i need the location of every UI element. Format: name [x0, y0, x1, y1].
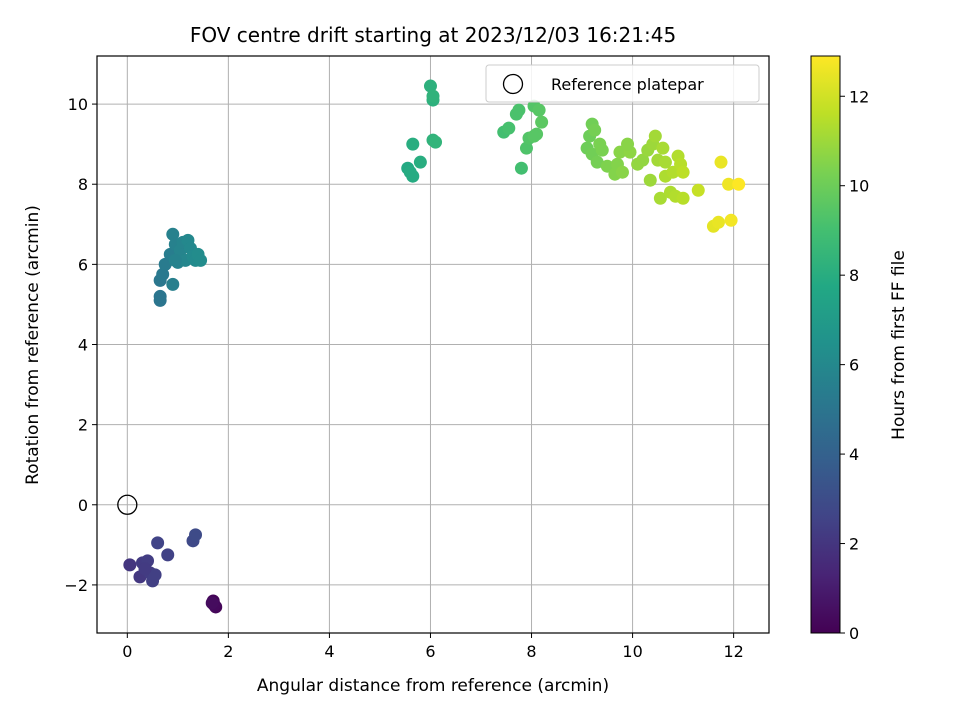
- data-point: [161, 548, 175, 562]
- y-tick-label: 6: [78, 255, 88, 274]
- data-point: [502, 121, 516, 135]
- legend: Reference platepar: [485, 64, 760, 103]
- data-point: [676, 191, 690, 205]
- data-point: [732, 177, 746, 191]
- data-point: [658, 155, 672, 169]
- colorbar-tick-label: 4: [849, 445, 859, 464]
- colorbar-gradient: [810, 55, 841, 634]
- reference-point: [117, 494, 138, 515]
- data-point: [194, 253, 208, 267]
- data-point: [153, 289, 167, 303]
- colorbar-label: Hours from first FF file: [889, 250, 909, 440]
- x-tick-label: 0: [122, 642, 132, 661]
- data-point: [413, 155, 427, 169]
- y-ticks: −2 0 2 4 6 8 10: [64, 95, 97, 595]
- data-point: [615, 165, 629, 179]
- y-tick-label: 2: [78, 416, 88, 435]
- data-point: [205, 596, 219, 610]
- x-tick-label: 12: [723, 642, 743, 661]
- colorbar-tick-label: 6: [849, 356, 859, 375]
- data-point: [426, 89, 440, 103]
- data-point: [590, 155, 604, 169]
- data-point: [724, 213, 738, 227]
- x-axis-label: Angular distance from reference (arcmin): [257, 676, 609, 696]
- y-axis-label: Rotation from reference (arcmin): [23, 205, 43, 485]
- chart-title: FOV centre drift starting at 2023/12/03 …: [190, 23, 676, 47]
- data-point: [151, 536, 165, 550]
- data-point: [643, 173, 657, 187]
- legend-box: [485, 64, 760, 103]
- data-point: [532, 103, 546, 117]
- data-point: [648, 129, 662, 143]
- data-point: [656, 141, 670, 155]
- data-point: [406, 169, 420, 183]
- data-point: [722, 177, 736, 191]
- data-point: [148, 568, 162, 582]
- data-point: [423, 79, 437, 93]
- y-tick-label: 8: [78, 175, 88, 194]
- data-point: [714, 155, 728, 169]
- y-tick-label: 0: [78, 496, 88, 515]
- x-ticks: 0 2 4 6 8 10 12: [122, 633, 744, 661]
- data-point: [156, 267, 170, 281]
- data-point: [189, 528, 203, 542]
- colorbar-tick-label: 8: [849, 266, 859, 285]
- x-tick-label: 6: [425, 642, 435, 661]
- data-point: [588, 123, 602, 137]
- data-point: [166, 227, 180, 241]
- y-tick-label: −2: [64, 576, 88, 595]
- x-tick-label: 10: [622, 642, 642, 661]
- data-point: [691, 183, 705, 197]
- data-points: [123, 79, 746, 614]
- data-point: [519, 141, 533, 155]
- colorbar-tick-label: 0: [849, 624, 859, 643]
- data-point: [168, 253, 182, 267]
- colorbar-tick-label: 2: [849, 535, 859, 554]
- legend-marker-icon: [502, 73, 524, 95]
- data-point: [158, 257, 172, 271]
- colorbar-tick-label: 12: [849, 87, 869, 106]
- y-tick-label: 10: [68, 95, 88, 114]
- data-point: [676, 165, 690, 179]
- x-tick-label: 8: [526, 642, 536, 661]
- legend-label: Reference platepar: [551, 75, 704, 94]
- data-point: [166, 277, 180, 291]
- data-point: [621, 137, 635, 151]
- y-tick-label: 4: [78, 336, 88, 355]
- x-tick-label: 2: [223, 642, 233, 661]
- colorbar-ticks: 0 2 4 6 8 10 12: [840, 87, 869, 643]
- data-point: [527, 129, 541, 143]
- data-point: [514, 161, 528, 175]
- data-point: [138, 562, 152, 576]
- x-tick-label: 4: [324, 642, 334, 661]
- data-point: [711, 215, 725, 229]
- data-point: [535, 115, 549, 129]
- reference-marker: [117, 494, 138, 515]
- data-point: [636, 153, 650, 167]
- data-point: [429, 135, 443, 149]
- colorbar: 0 2 4 6 8 10 12 Hours from first FF file: [810, 55, 909, 643]
- data-point: [512, 103, 526, 117]
- colorbar-tick-label: 10: [849, 177, 869, 196]
- data-point: [653, 191, 667, 205]
- data-point: [406, 137, 420, 151]
- data-point: [595, 143, 609, 157]
- data-point: [123, 558, 137, 572]
